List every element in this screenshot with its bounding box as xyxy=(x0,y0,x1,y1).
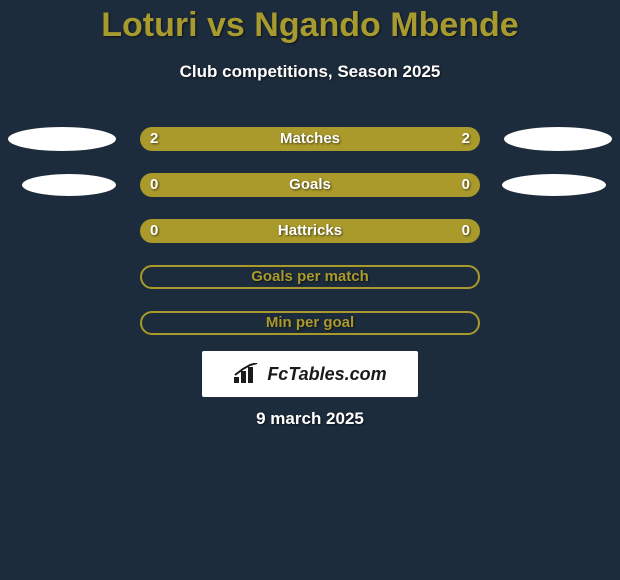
date-text: 9 march 2025 xyxy=(0,409,620,429)
logo-box: FcTables.com xyxy=(202,351,418,397)
stat-value-right: 0 xyxy=(462,173,470,197)
stat-value-right: 2 xyxy=(462,127,470,151)
bars-icon xyxy=(233,363,261,385)
stat-label: Hattricks xyxy=(140,219,480,243)
stat-label: Goals xyxy=(140,173,480,197)
page-title: Loturi vs Ngando Mbende xyxy=(0,6,620,45)
subtitle: Club competitions, Season 2025 xyxy=(0,62,620,82)
stat-row: 2 Matches 2 xyxy=(0,116,620,162)
stat-row: Goals per match xyxy=(0,254,620,300)
stat-label: Matches xyxy=(140,127,480,151)
stat-row: Min per goal xyxy=(0,300,620,346)
stat-label: Min per goal xyxy=(140,311,480,335)
stat-row: 0 Goals 0 xyxy=(0,162,620,208)
player-right-marker xyxy=(504,127,612,151)
stat-row: 0 Hattricks 0 xyxy=(0,208,620,254)
logo-text: FcTables.com xyxy=(267,364,386,385)
player-right-marker xyxy=(502,174,606,196)
stat-rows: 2 Matches 2 0 Goals 0 0 Hattricks 0 Go xyxy=(0,116,620,346)
stat-value-right: 0 xyxy=(462,219,470,243)
player-left-marker xyxy=(8,127,116,151)
player-left-marker xyxy=(22,174,116,196)
comparison-infographic: Loturi vs Ngando Mbende Club competition… xyxy=(0,0,620,580)
stat-label: Goals per match xyxy=(140,265,480,289)
